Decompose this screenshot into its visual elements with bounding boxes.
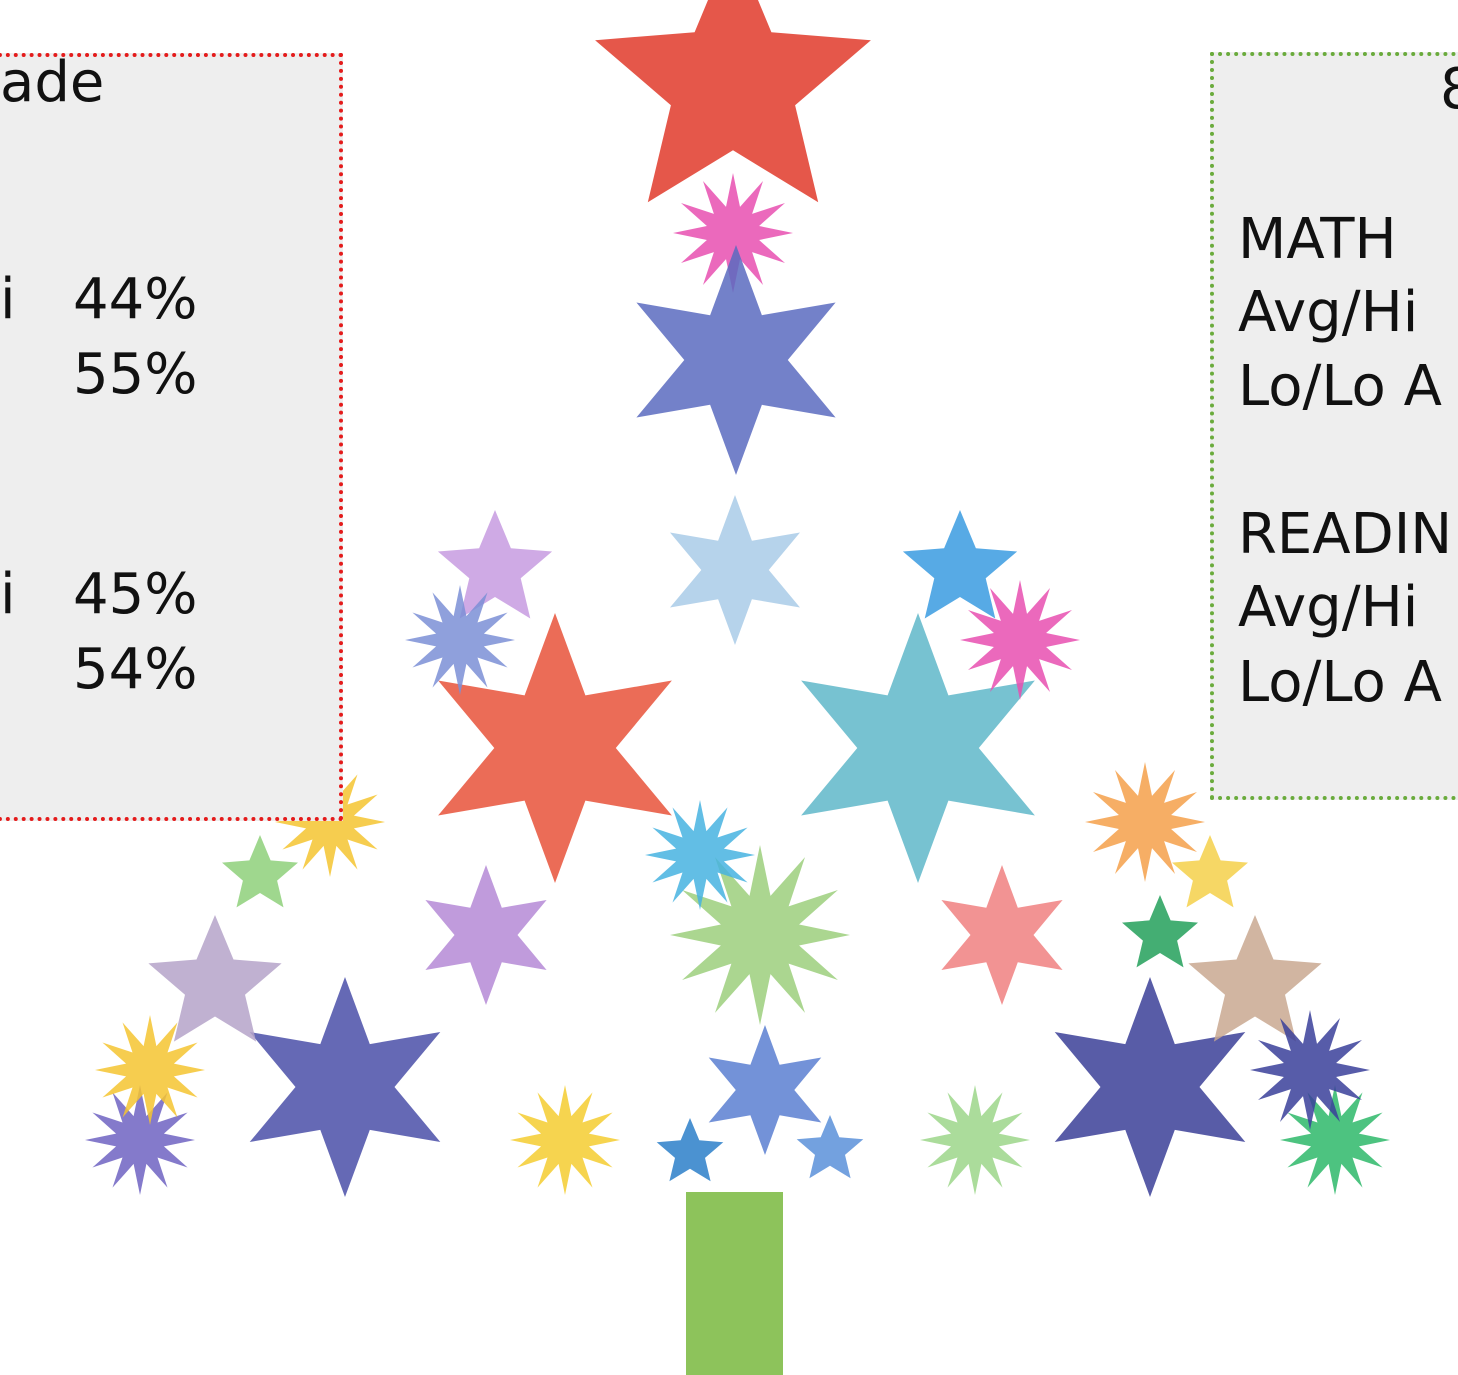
subject-line: Lo/Lo A <box>1238 655 1442 711</box>
ornament <box>438 510 552 619</box>
ornament <box>670 495 800 645</box>
subject-line: Avg/Hi <box>1238 285 1418 341</box>
ornament <box>797 1115 864 1178</box>
ornament <box>595 0 871 202</box>
row-value: 45% <box>73 567 197 623</box>
slide: ade i 44% 55% i 45% 54% 8 MATH Avg/Hi Lo… <box>0 0 1458 1375</box>
ornament <box>709 1025 822 1155</box>
ornament <box>510 1085 620 1195</box>
row-value: 44% <box>73 272 197 328</box>
ornament <box>148 915 281 1042</box>
ornament <box>657 1118 724 1181</box>
ornament <box>85 1085 195 1195</box>
ornament <box>636 245 835 475</box>
left-panel <box>0 53 343 821</box>
ornament <box>250 977 441 1197</box>
row-label: i <box>0 567 16 623</box>
row-value: 54% <box>73 642 197 698</box>
subject-line: Lo/Lo A <box>1238 359 1442 415</box>
right-title: 8 <box>1440 62 1458 118</box>
ornament <box>425 865 546 1005</box>
ornament <box>920 1085 1030 1195</box>
left-title: ade <box>0 55 104 111</box>
subject-heading: READIN <box>1238 507 1452 563</box>
ornament <box>1055 977 1246 1197</box>
ornament <box>1188 915 1321 1042</box>
ornament <box>1122 895 1198 967</box>
row-value: 55% <box>73 347 197 403</box>
subject-heading: MATH <box>1238 212 1397 268</box>
row-label: i <box>0 272 16 328</box>
ornament <box>405 585 515 695</box>
ornament <box>941 865 1062 1005</box>
trunk <box>686 1192 783 1375</box>
subject-line: Avg/Hi <box>1238 580 1418 636</box>
